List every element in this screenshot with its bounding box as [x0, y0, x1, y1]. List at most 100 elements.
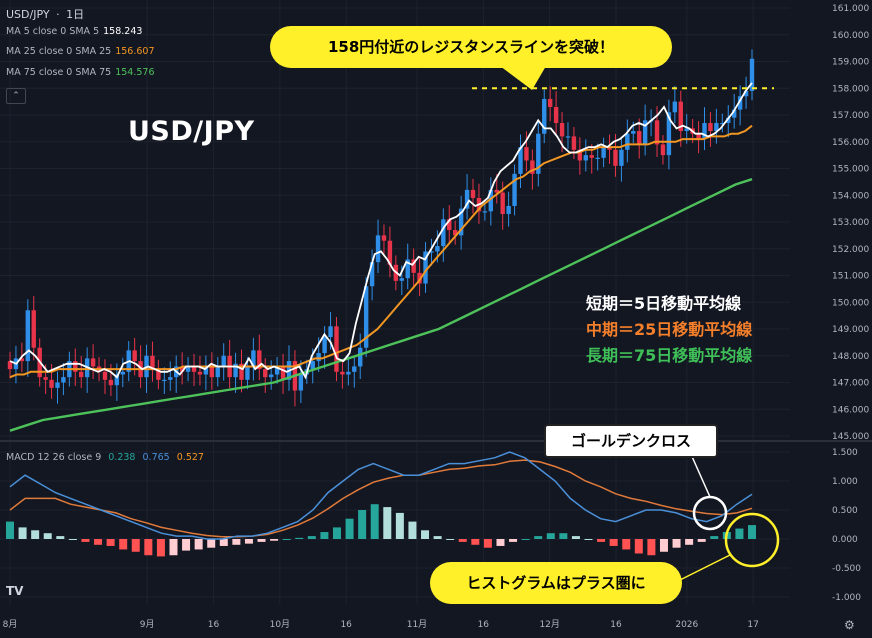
macd-histogram-bar: [345, 518, 354, 539]
resistance-callout: 158円付近のレジスタンスラインを突破！: [270, 26, 672, 68]
time-tick-label: 16: [478, 620, 490, 630]
macd-histogram-bar: [735, 528, 744, 539]
macd-histogram-bar: [509, 539, 518, 542]
macd-histogram-bar: [6, 521, 14, 539]
macd-histogram-bar: [106, 539, 115, 546]
symbol-name: USD/JPY: [6, 8, 50, 21]
candle-body: [369, 262, 375, 287]
candle-body: [150, 355, 155, 370]
candle-body: [441, 219, 446, 247]
tradingview-logo[interactable]: TV: [6, 584, 24, 598]
candle-body: [191, 366, 197, 372]
macd-legend-label: MACD 12 26 close 9: [6, 452, 102, 463]
macd-histogram-bar: [31, 530, 40, 539]
price-tick-label: 147.000: [832, 379, 869, 389]
candle-body: [583, 155, 588, 161]
interval-label: 1日: [66, 8, 85, 21]
macd-tick-label: -1.000: [832, 593, 861, 603]
time-tick-label: 17: [747, 620, 758, 630]
macd-histogram-bar: [748, 525, 756, 539]
candle-body: [221, 355, 226, 367]
macd-histogram-bar: [295, 537, 304, 539]
macd-histogram-bar: [609, 539, 618, 546]
candle-body: [340, 371, 345, 375]
macd-histogram-bar: [483, 539, 492, 548]
candle-body: [405, 259, 410, 279]
candle-body: [512, 173, 517, 206]
macd-signal-line: [9, 459, 753, 538]
candle-body: [358, 347, 363, 367]
candle-body: [625, 133, 630, 150]
chevron-up-icon[interactable]: ⌃: [6, 88, 26, 104]
candle-body: [696, 133, 701, 140]
candle-body: [737, 96, 743, 110]
price-tick-label: 161.000: [832, 4, 869, 14]
candle-body: [328, 326, 333, 338]
price-tick-label: 160.000: [832, 31, 869, 41]
candle-body: [245, 366, 250, 380]
price-tick-label: 148.000: [832, 352, 869, 362]
macd-histogram-bar: [144, 539, 153, 556]
macd-histogram-bar: [169, 539, 178, 556]
price-tick-label: 159.000: [832, 58, 869, 68]
separator: ·: [56, 8, 60, 21]
macd-histogram-bar: [81, 539, 90, 542]
candle-body: [73, 361, 78, 372]
candle-body: [642, 120, 648, 145]
macd-histogram-bar: [395, 512, 404, 539]
candle-body: [631, 131, 636, 134]
candle-body: [381, 235, 387, 241]
time-tick-label: 8月: [3, 619, 18, 630]
candle-body: [233, 363, 238, 378]
candle-body: [654, 120, 660, 145]
time-tick-label: 16: [208, 620, 220, 630]
ma25-legend-value: 156.607: [115, 46, 155, 57]
candle-body: [156, 369, 161, 380]
candle-body: [601, 147, 606, 158]
candle-body: [179, 366, 185, 372]
candle-body: [239, 363, 244, 380]
candle-body: [185, 366, 191, 372]
macd-tick-label: 1.000: [832, 477, 858, 487]
ma25-legend[interactable]: MA 25 close 0 SMA 25 156.607: [6, 46, 155, 57]
ma75-legend-label: MA 75 close 0 SMA 75: [6, 67, 112, 78]
candle-body: [280, 366, 286, 380]
macd-histogram-bar: [672, 539, 681, 548]
candle-body: [595, 157, 600, 159]
macd-histogram-bar: [446, 539, 455, 540]
histogram-pointer: [679, 554, 731, 581]
candle-body: [536, 133, 541, 174]
macd-histogram-bar: [584, 539, 593, 540]
candle-body: [25, 310, 31, 362]
macd-legend[interactable]: MACD 12 26 close 9 0.238 0.765 0.527: [6, 452, 204, 463]
macd-histogram-bar: [471, 539, 480, 545]
candle-body: [49, 379, 54, 388]
ma5-legend[interactable]: MA 5 close 0 SMA 5 158.243: [6, 26, 142, 37]
macd-histogram-bar: [559, 533, 568, 539]
time-tick-label: 16: [610, 620, 622, 630]
candle-body: [79, 371, 84, 378]
ma75-legend[interactable]: MA 75 close 0 SMA 75 154.576: [6, 67, 155, 78]
candle-body: [743, 90, 749, 97]
candle-body: [120, 371, 125, 375]
macd-tick-label: 0.500: [832, 506, 858, 516]
macd-histogram-bar: [257, 539, 266, 542]
candle-body: [684, 128, 689, 132]
candle-body: [399, 278, 404, 281]
candle-body: [251, 350, 256, 367]
candle-body: [274, 366, 280, 375]
macd-tick-label: 1.500: [832, 448, 858, 458]
macd-histogram-bar: [307, 536, 316, 539]
macd-histogram-bar: [521, 539, 530, 540]
symbol-header[interactable]: USD/JPY · 1日: [6, 6, 84, 22]
macd-histogram-bar: [710, 536, 719, 539]
price-tick-label: 157.000: [832, 111, 869, 121]
ma75-line: [9, 178, 753, 432]
settings-gear-icon[interactable]: ⚙: [844, 618, 855, 632]
time-tick-label: 16: [340, 620, 352, 630]
ma25-line: [9, 124, 753, 379]
macd-hist-value: 0.238: [108, 452, 136, 463]
price-tick-label: 156.000: [832, 138, 869, 148]
